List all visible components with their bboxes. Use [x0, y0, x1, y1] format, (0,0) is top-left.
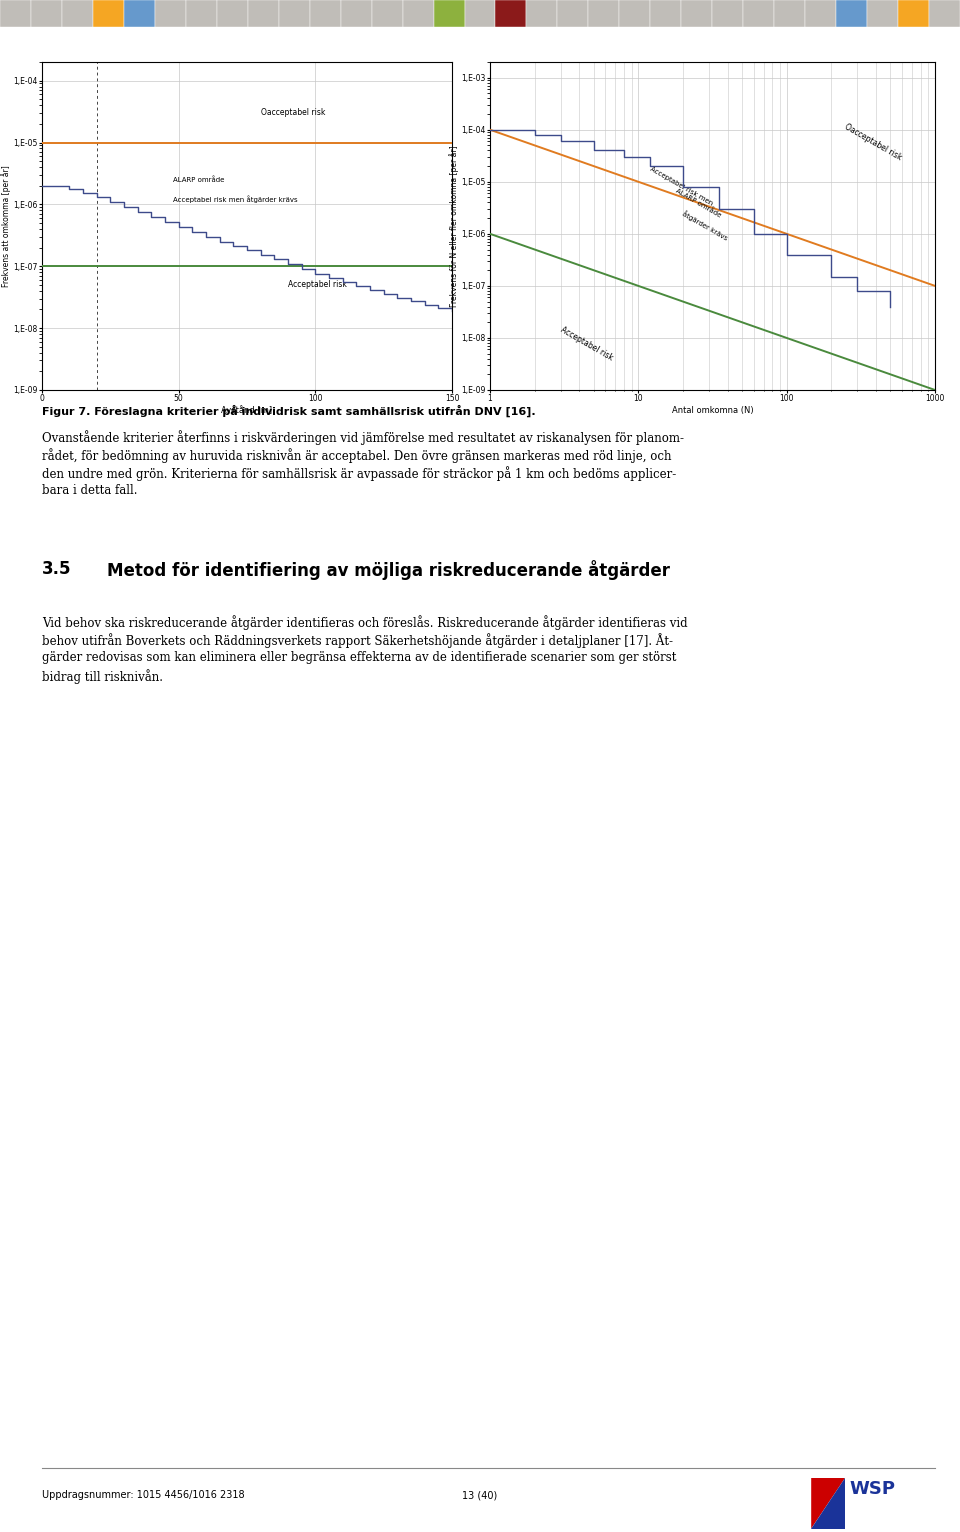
Text: Vid behov ska riskreducerande åtgärder identifieras och föreslås. Riskreducerand: Vid behov ska riskreducerande åtgärder i… [42, 614, 687, 630]
Text: behov utifrån Boverkets och Räddningsverkets rapport Säkerhetshöjande åtgärder i: behov utifrån Boverkets och Räddningsver… [42, 633, 673, 648]
Text: Uppdragsnummer: 1015 4456/1016 2318: Uppdragsnummer: 1015 4456/1016 2318 [42, 1491, 245, 1500]
Text: den undre med grön. Kriterierna för samhällsrisk är avpassade för sträckor på 1 : den undre med grön. Kriterierna för samh… [42, 466, 676, 481]
X-axis label: Avstånd [m]: Avstånd [m] [222, 406, 273, 415]
Text: gärder redovisas som kan eliminera eller begränsa effekterna av de identifierade: gärder redovisas som kan eliminera eller… [42, 651, 677, 663]
Text: Oacceptabel risk: Oacceptabel risk [844, 121, 903, 162]
Y-axis label: Frekvens för N eller fler omkomna [per år]: Frekvens för N eller fler omkomna [per å… [449, 146, 459, 306]
Y-axis label: Frekvens att omkomma [per år]: Frekvens att omkomma [per år] [1, 165, 11, 286]
Text: Figur 7. Föreslagna kriterier på individrisk samt samhällsrisk utifrån DNV [16].: Figur 7. Föreslagna kriterier på individ… [42, 404, 536, 417]
Text: Acceptabel risk: Acceptabel risk [288, 280, 347, 290]
Text: Acceptabel risk men åtgärder krävs: Acceptabel risk men åtgärder krävs [173, 196, 298, 204]
Text: bidrag till risknivån.: bidrag till risknivån. [42, 669, 163, 683]
Text: bara i detta fall.: bara i detta fall. [42, 484, 137, 496]
Text: Oacceptabel risk: Oacceptabel risk [261, 109, 325, 118]
Text: ALARP område: ALARP område [675, 187, 722, 219]
Text: WSP: WSP [850, 1480, 896, 1498]
Text: rådet, för bedömning av huruvida risknivån är acceptabel. Den övre gränsen marke: rådet, för bedömning av huruvida riskniv… [42, 447, 671, 463]
Text: Acceptabel risk: Acceptabel risk [559, 325, 614, 362]
Text: åtgärder krävs: åtgärder krävs [681, 210, 730, 242]
Text: 13 (40): 13 (40) [463, 1491, 497, 1500]
Text: Acceptabel risk men: Acceptabel risk men [649, 165, 713, 207]
Text: Metod för identifiering av möjliga riskreducerande åtgärder: Metod för identifiering av möjliga riskr… [108, 561, 670, 581]
Text: Ovanstående kriterier återfinns i riskvärderingen vid jämförelse med resultatet : Ovanstående kriterier återfinns i riskvä… [42, 430, 684, 444]
Text: 3.5: 3.5 [42, 561, 71, 578]
Text: ALARP område: ALARP område [173, 176, 225, 184]
X-axis label: Antal omkomna (N): Antal omkomna (N) [672, 406, 754, 415]
